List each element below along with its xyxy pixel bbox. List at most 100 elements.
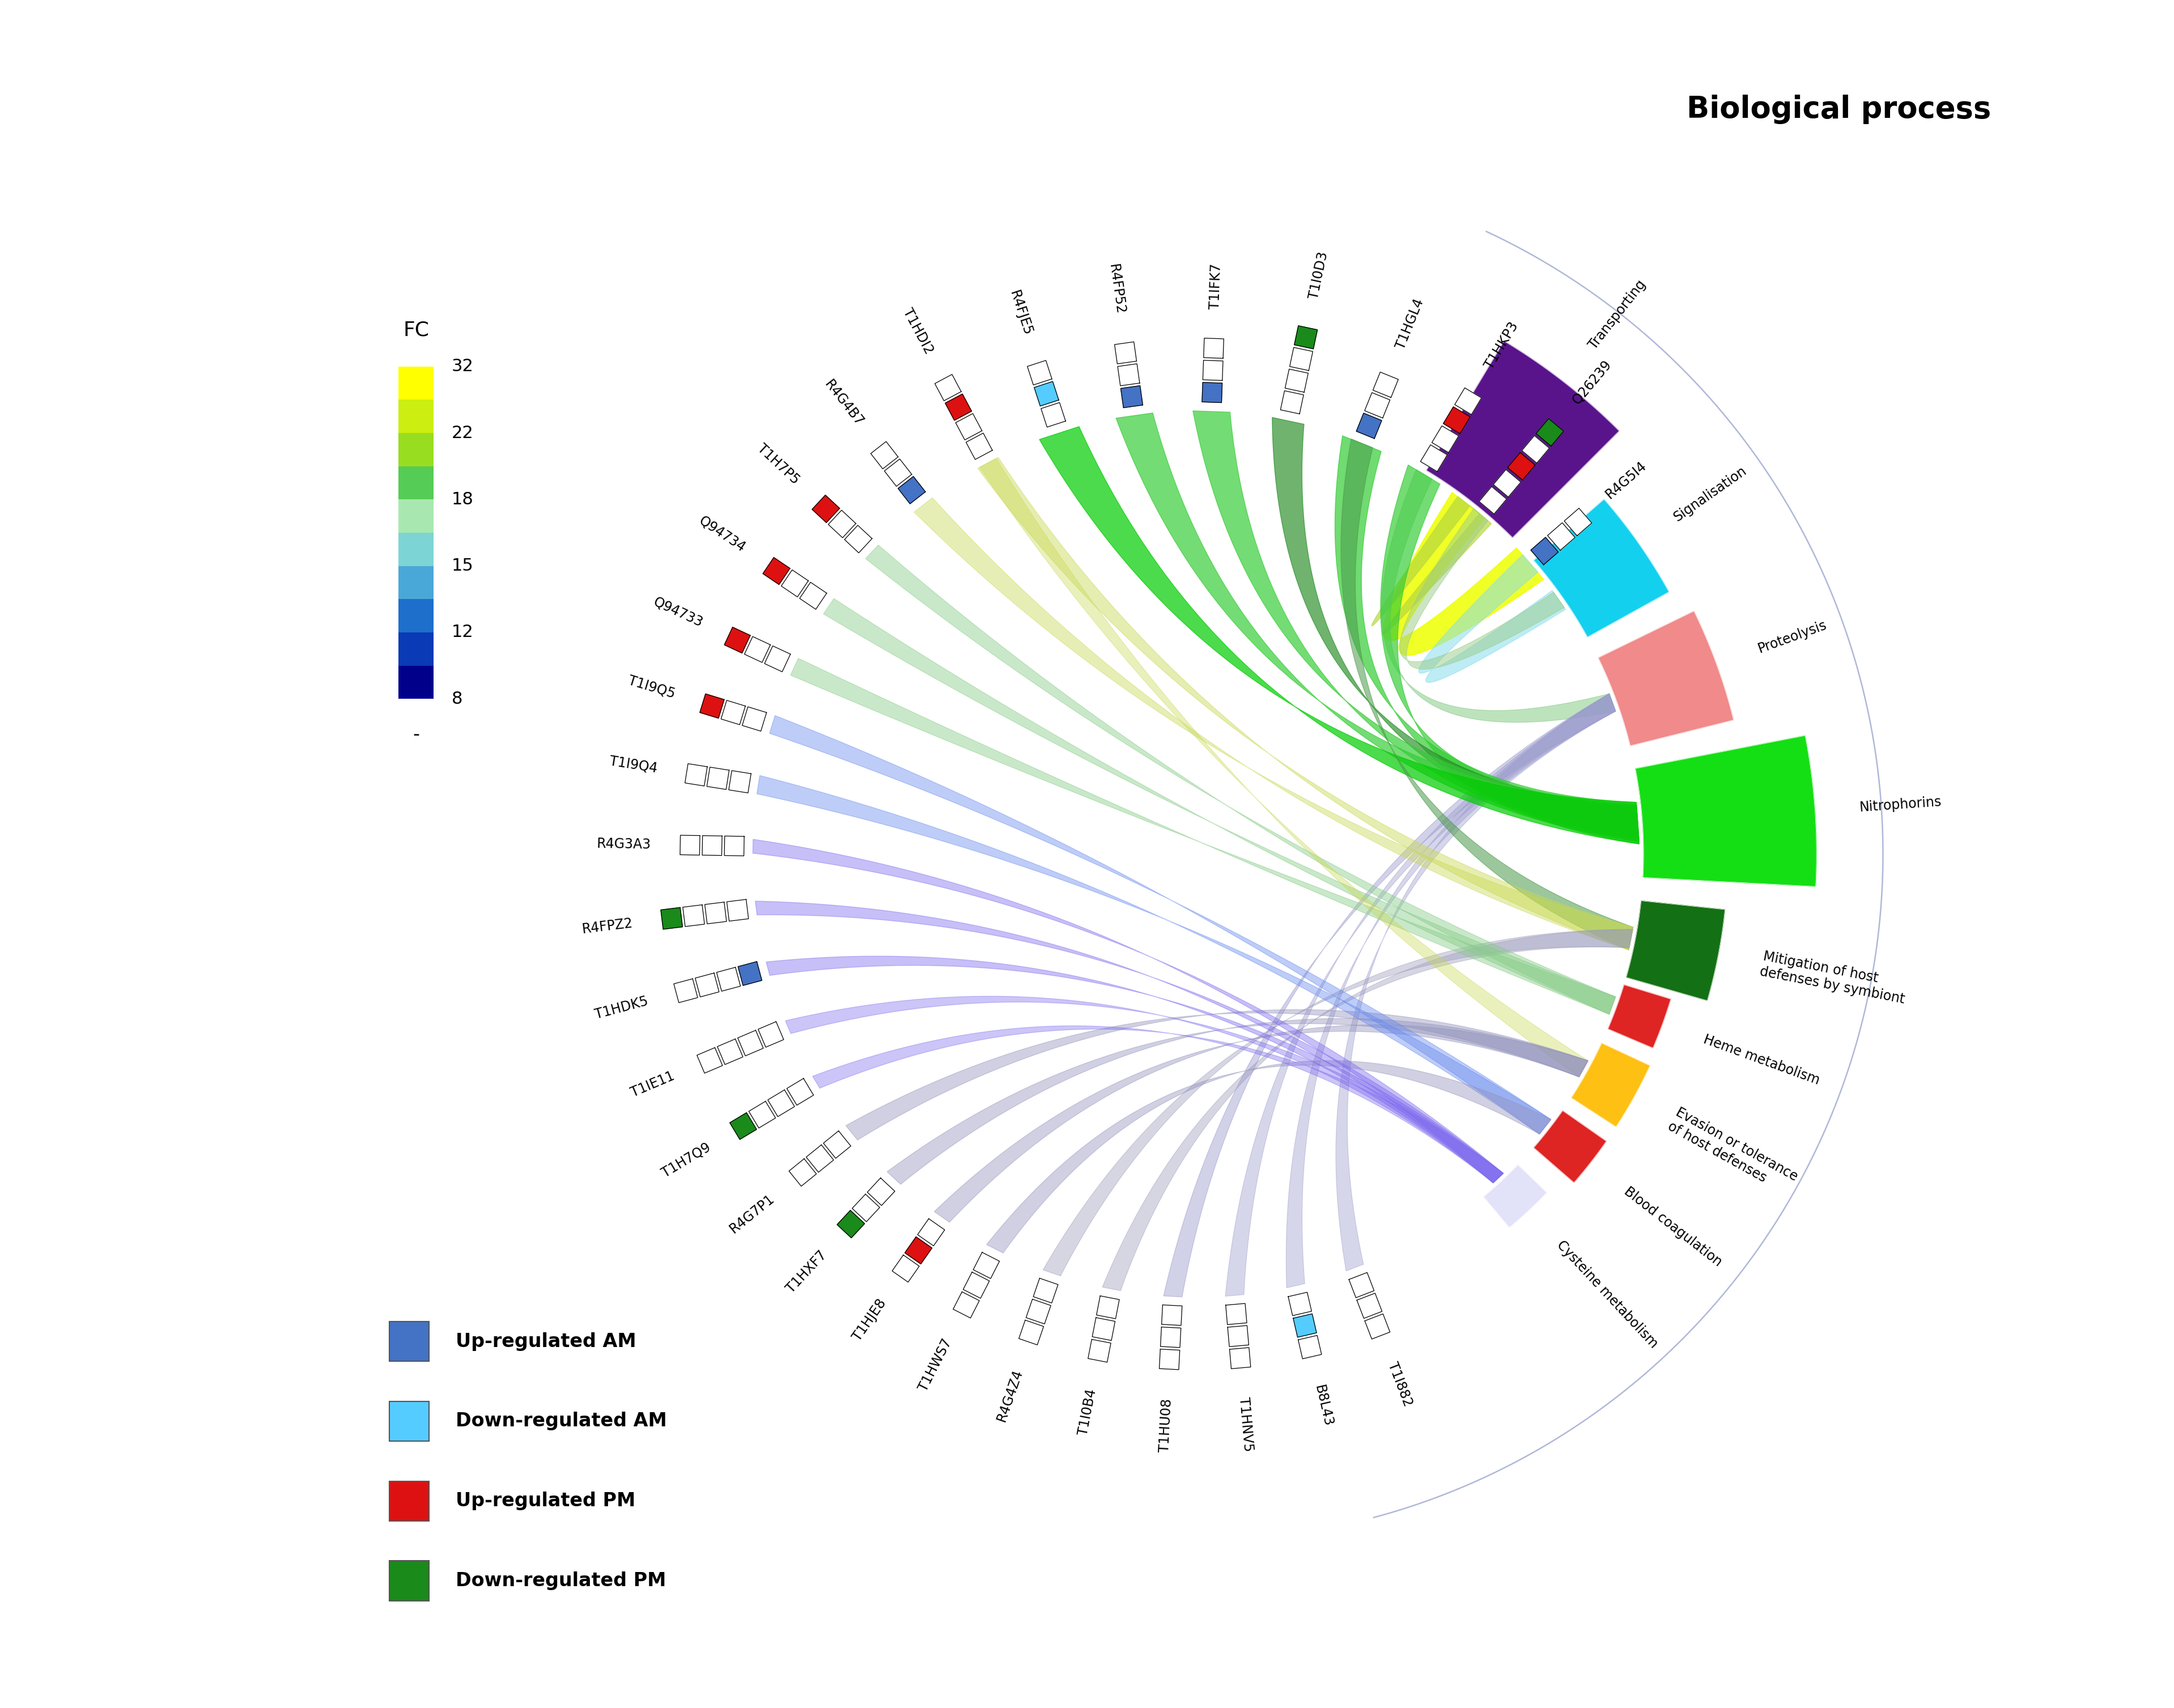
Text: T1I9Q4: T1I9Q4 [609,755,659,775]
Text: R4G3A3: R4G3A3 [596,837,650,851]
Polygon shape [1533,1110,1607,1182]
Polygon shape [1454,388,1480,415]
Polygon shape [813,1027,1502,1184]
Text: R4G4B7: R4G4B7 [822,377,865,429]
Text: Q94733: Q94733 [650,594,704,630]
Text: T1HGL4: T1HGL4 [1394,297,1426,352]
Polygon shape [763,557,789,584]
Polygon shape [824,598,1615,1015]
Polygon shape [737,962,761,986]
Polygon shape [1572,1044,1650,1127]
Polygon shape [1102,929,1633,1291]
Text: Q94734: Q94734 [696,514,748,555]
Polygon shape [1357,1293,1383,1319]
Polygon shape [867,1179,896,1206]
Polygon shape [707,767,728,789]
Polygon shape [1607,986,1670,1049]
Text: R4FP52: R4FP52 [1107,263,1126,316]
Polygon shape [765,956,1502,1184]
Text: Proteolysis: Proteolysis [1754,618,1828,656]
Polygon shape [1041,403,1065,427]
Text: 15: 15 [452,559,474,574]
Bar [398,400,433,434]
Polygon shape [935,374,961,401]
Polygon shape [744,637,770,663]
Bar [398,632,433,666]
Polygon shape [978,458,1633,950]
Polygon shape [674,979,698,1003]
Polygon shape [974,1252,1000,1279]
Polygon shape [785,996,1502,1184]
Polygon shape [1372,372,1398,398]
Text: R4G4Z4: R4G4Z4 [994,1366,1024,1423]
Bar [398,600,433,632]
Polygon shape [946,395,972,420]
Polygon shape [1380,465,1639,842]
Polygon shape [724,835,744,856]
Polygon shape [1298,1336,1322,1360]
Text: 32: 32 [452,359,474,374]
Polygon shape [887,1018,1587,1184]
Text: Cysteine metabolism: Cysteine metabolism [1554,1238,1659,1351]
Text: Down-regulated AM: Down-regulated AM [457,1413,667,1431]
Polygon shape [807,1144,833,1172]
Polygon shape [1494,470,1520,497]
Text: Heme metabolism: Heme metabolism [1702,1033,1822,1088]
Text: Mitigation of host
defenses by symbiont: Mitigation of host defenses by symbiont [1759,950,1909,1006]
Text: T1I9Q5: T1I9Q5 [626,675,676,702]
Polygon shape [1096,1296,1120,1319]
Text: Nitrophorins: Nitrophorins [1859,796,1941,815]
Polygon shape [1341,439,1633,950]
Text: Evasion or tolerance
of host defenses: Evasion or tolerance of host defenses [1665,1105,1800,1197]
Polygon shape [828,511,857,538]
Polygon shape [1533,499,1667,637]
Polygon shape [1294,1313,1315,1337]
Polygon shape [1357,413,1380,439]
Text: FC: FC [402,321,428,340]
Polygon shape [1289,347,1313,371]
Bar [398,466,433,499]
Polygon shape [787,1078,813,1105]
Polygon shape [700,693,724,717]
Polygon shape [1380,470,1615,722]
Text: 8: 8 [452,690,463,707]
Polygon shape [1426,342,1620,538]
Polygon shape [952,1291,978,1319]
Polygon shape [1365,393,1389,418]
Text: T1HDK5: T1HDK5 [594,994,650,1021]
Polygon shape [1202,383,1222,403]
Polygon shape [780,570,809,596]
Polygon shape [728,770,750,793]
Text: T1HKP3: T1HKP3 [1483,319,1520,371]
Polygon shape [1026,360,1052,384]
Polygon shape [1372,497,1491,635]
Polygon shape [741,707,767,731]
Polygon shape [846,1009,1587,1139]
Polygon shape [837,1211,865,1238]
Polygon shape [726,900,748,921]
Text: T1HWS7: T1HWS7 [915,1337,954,1394]
Polygon shape [717,967,741,991]
Text: T1H7Q9: T1H7Q9 [659,1141,713,1180]
Text: R4FJE5: R4FJE5 [1007,289,1035,338]
Polygon shape [1598,611,1733,746]
Polygon shape [1115,342,1137,364]
Text: T1HXF7: T1HXF7 [783,1249,828,1295]
Polygon shape [824,1131,850,1158]
Polygon shape [1280,391,1302,413]
Polygon shape [1161,1305,1183,1325]
Polygon shape [1039,427,1639,844]
Polygon shape [885,459,911,487]
Polygon shape [1035,381,1059,407]
Text: Q26239: Q26239 [1570,357,1613,407]
Polygon shape [1115,413,1639,842]
Polygon shape [1365,1313,1389,1339]
Text: T1I0B4: T1I0B4 [1076,1389,1098,1436]
Polygon shape [748,1102,776,1127]
Polygon shape [1202,338,1224,359]
Bar [389,1561,428,1600]
Polygon shape [1161,1327,1180,1348]
Polygon shape [1294,326,1317,348]
Text: Signalisation: Signalisation [1672,465,1748,524]
Polygon shape [724,627,750,652]
